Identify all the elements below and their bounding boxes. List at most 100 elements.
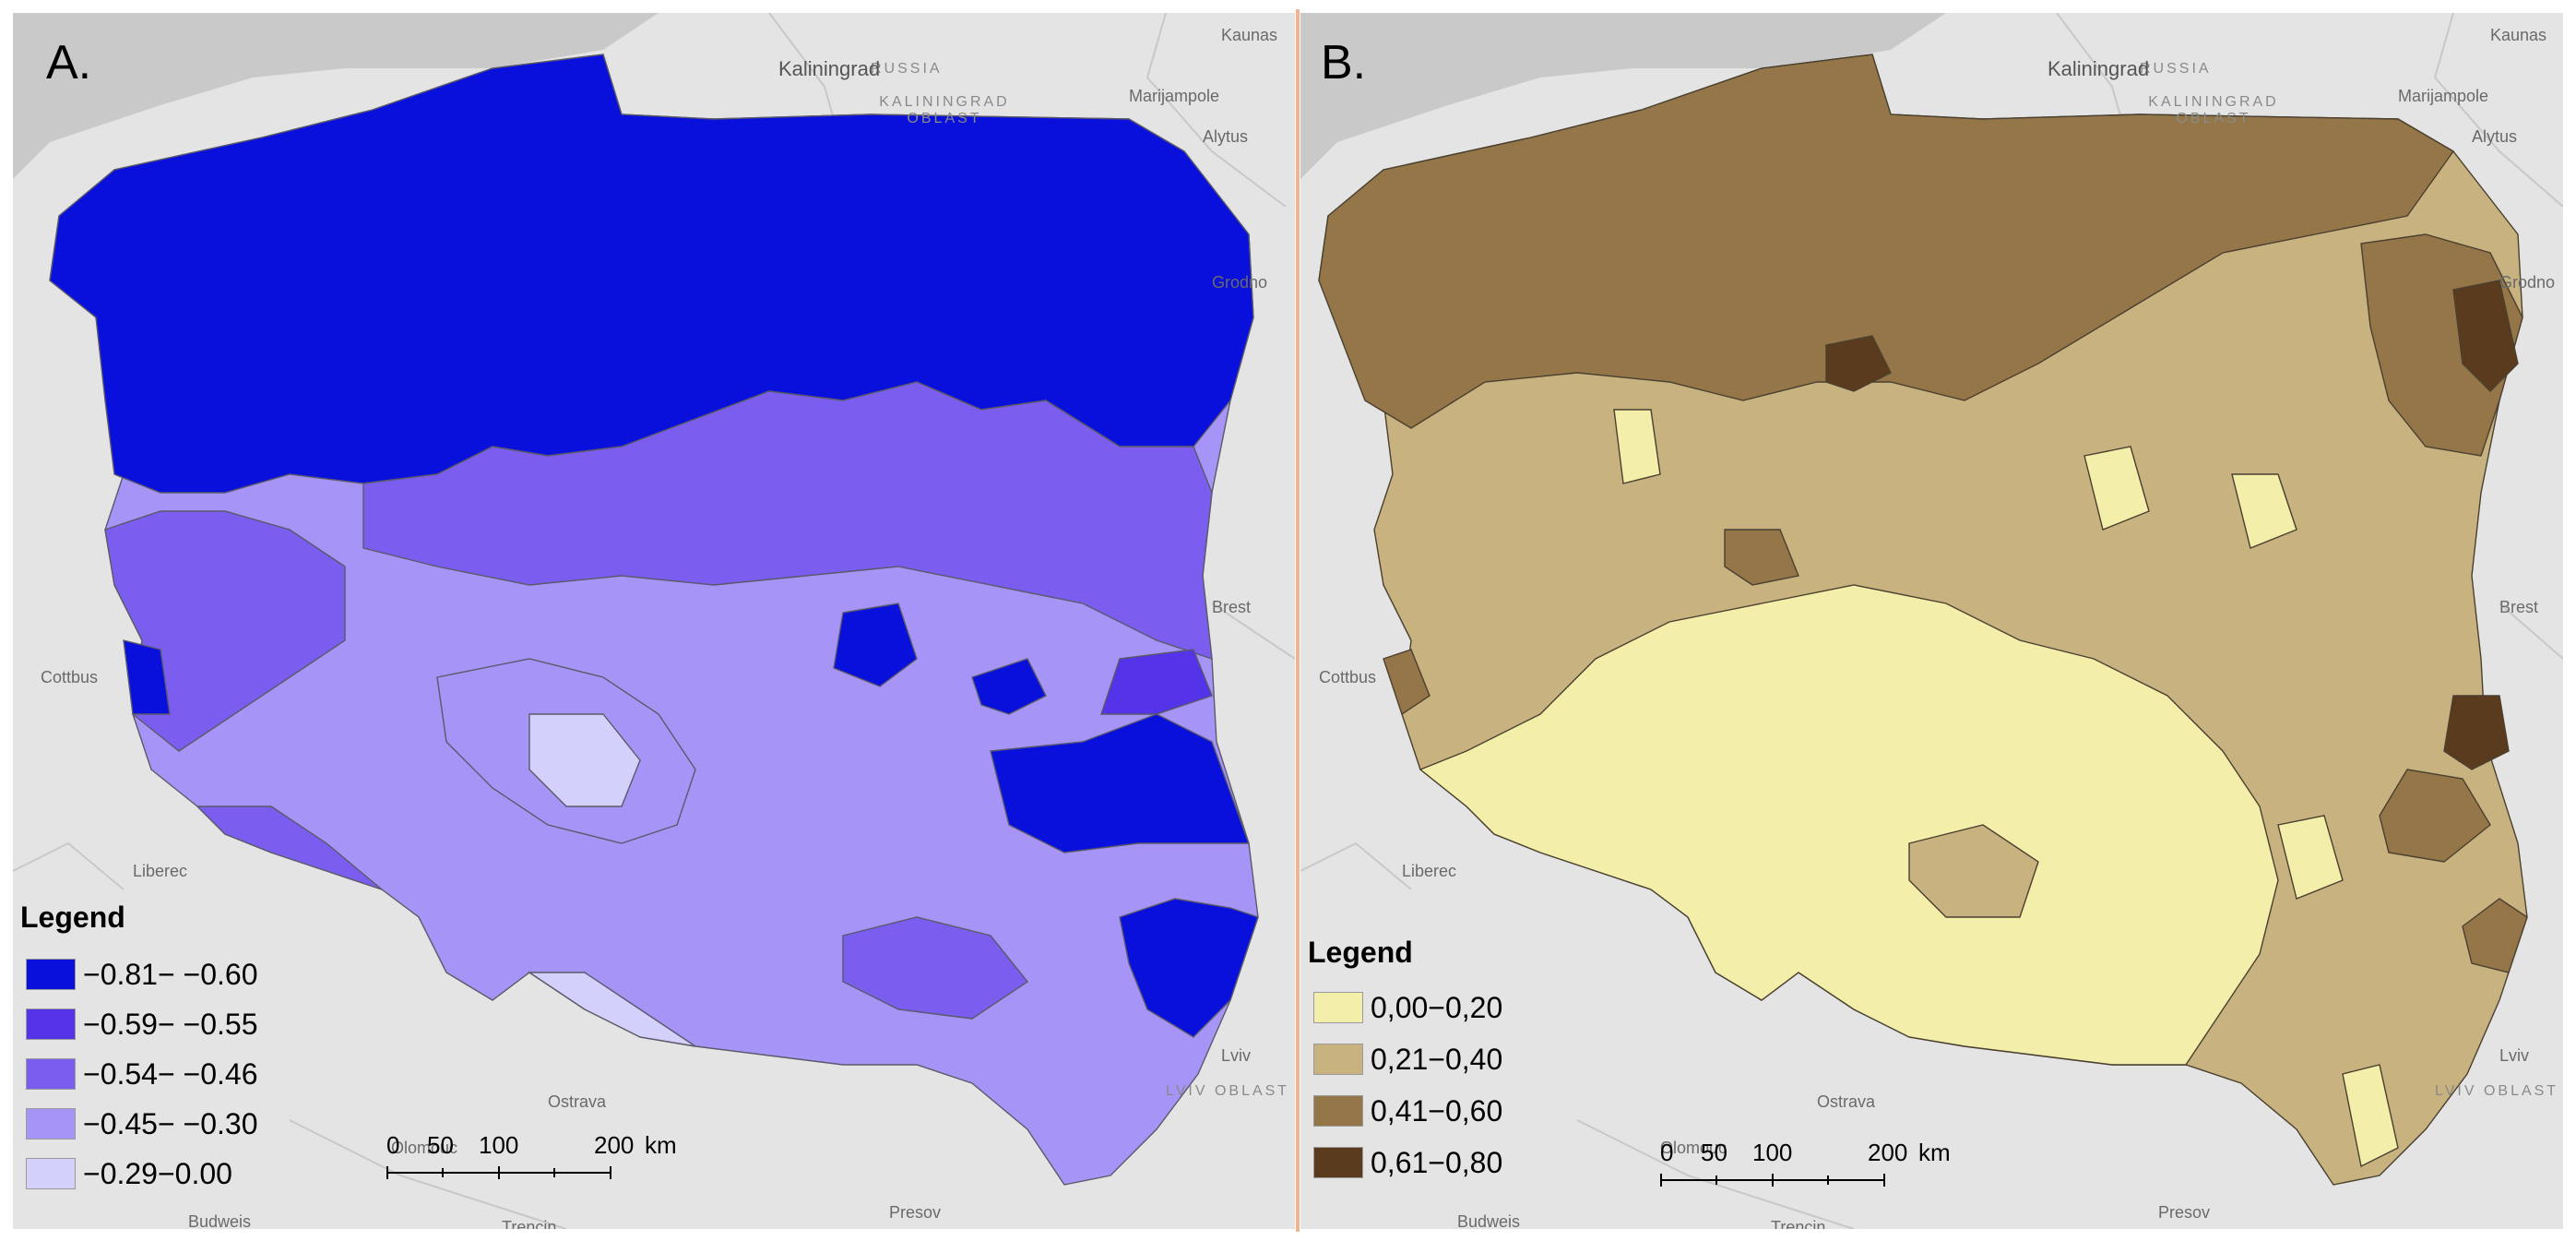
scale-tick-a-50: 50 (427, 1131, 454, 1159)
place-trencin-a: Trencin (502, 1218, 557, 1229)
scale-tick-b-100: 100 (1752, 1139, 1793, 1166)
region-central-pale-a (528, 713, 641, 807)
legend-item-b-3: 0,41−0,60 (1313, 1092, 1502, 1129)
legend-swatch-b-2 (1313, 1044, 1363, 1075)
place-liberec-b: Liberec (1402, 862, 1457, 880)
scale-numbers-b: 0 50 100 200 km (1660, 1139, 1951, 1166)
place-kaunas-a: Kaunas (1221, 26, 1278, 44)
place-brest-b: Brest (2499, 598, 2539, 616)
region-north-b (1318, 54, 2455, 429)
place-alytus-b: Alytus (2472, 127, 2518, 146)
place-alytus-a: Alytus (1203, 127, 1249, 146)
place-kaliningrad-b: Kaliningrad (2048, 57, 2150, 80)
place-lviv-oblast-b: LVIV OBLAST (2435, 1083, 2559, 1099)
legend-title-a: Legend (20, 901, 125, 934)
legend-label-b-3: 0,41−0,60 (1371, 1093, 1503, 1128)
place-presov-a: Presov (889, 1203, 942, 1222)
region-pale-e-b (2231, 473, 2297, 549)
legend-label-b-2: 0,21−0,40 (1371, 1042, 1503, 1076)
scale-bar-b: 0 50 100 200 km (1660, 1139, 1951, 1194)
place-presov-b: Presov (2158, 1203, 2211, 1222)
legend-item-b-1: 0,00−0,20 (1313, 989, 1502, 1026)
region-east-mid-a (1100, 649, 1213, 715)
scale-unit-a: km (645, 1131, 677, 1159)
place-kaliningrad-a: Kaliningrad (778, 57, 881, 80)
legend-label-a-5: −0.29−0.00 (83, 1156, 232, 1190)
region-mazovia-a (833, 603, 918, 687)
legend-label-b-4: 0,61−0,80 (1371, 1145, 1503, 1179)
place-lviv-a: Lviv (1221, 1046, 1252, 1065)
choropleth-b (1318, 54, 2528, 1186)
scale-line-b (1660, 1174, 1885, 1187)
legend-item-a-4: −0.45− −0.30 (26, 1105, 258, 1142)
region-pale-se-b (2277, 815, 2344, 900)
scale-tick-b-0: 0 (1660, 1139, 1674, 1166)
legend-item-a-5: −0.29−0.00 (26, 1155, 232, 1192)
legend-swatch-b-1 (1313, 992, 1363, 1023)
scale-bar-a: 0 50 100 200 km (386, 1131, 677, 1187)
place-cottbus-a: Cottbus (41, 668, 99, 686)
region-west-blue-a (123, 639, 171, 715)
scale-tick-a-0: 0 (386, 1131, 400, 1159)
region-south-mid-a (842, 916, 1029, 1020)
region-east-a2 (971, 658, 1047, 715)
legend-label-a-2: −0.59− −0.55 (83, 1007, 258, 1041)
legend-label-a-4: −0.45− −0.30 (83, 1106, 258, 1140)
place-lviv-b: Lviv (2499, 1046, 2530, 1065)
region-lodz-b (1724, 529, 1799, 586)
region-grodno-dark-b (2452, 280, 2519, 392)
legend-label-a-1: −0.81− −0.60 (83, 957, 258, 991)
legend-swatch-a-4 (26, 1108, 76, 1140)
baltic-sea (13, 13, 659, 179)
place-ostrava-b: Ostrava (1817, 1092, 1876, 1111)
region-sw-a (196, 805, 383, 890)
place-lviv-oblast-a: LVIV OBLAST (1166, 1083, 1290, 1099)
map-panel-a: A. RUSSIA Kaliningrad KALININGRAD OBLAST… (13, 13, 1295, 1229)
scale-tick-b-200: 200 (1868, 1139, 1908, 1166)
place-budweis-b: Budweis (1457, 1212, 1521, 1229)
region-south-pale-a (527, 972, 696, 1047)
scale-numbers-a: 0 50 100 200 km (386, 1131, 677, 1159)
legend-item-b-2: 0,21−0,40 (1313, 1041, 1502, 1078)
place-grodno-a: Grodno (1212, 273, 1268, 292)
map-b (1300, 13, 2563, 1229)
legend-item-b-4: 0,61−0,80 (1313, 1144, 1502, 1181)
legend-swatch-a-1 (26, 959, 76, 990)
region-east-blue-a (990, 713, 1250, 853)
region-pale-n1-b (1613, 409, 1661, 484)
place-cottbus-b: Cottbus (1319, 668, 1377, 686)
place-liberec-a: Liberec (133, 862, 188, 880)
scale-line-a (386, 1166, 611, 1179)
place-brest-a: Brest (1212, 598, 1252, 616)
region-east-dark-b (2443, 695, 2510, 770)
choropleth-a (49, 54, 1259, 1186)
panel-divider (1296, 9, 1300, 1232)
scale-tick-a-200: 200 (594, 1131, 635, 1159)
legend-b: Legend 0,00−0,20 0,21−0,40 0,41−0,60 0,6… (1300, 936, 1605, 1229)
scale-tick-b-50: 50 (1701, 1139, 1727, 1166)
place-trencin-b: Trencin (1771, 1218, 1826, 1229)
scale-tick-a-100: 100 (479, 1131, 519, 1159)
place-kaunas-b: Kaunas (2490, 26, 2547, 44)
legend-a: Legend −0.81− −0.60 −0.59− −0.55 −0.54− … (13, 901, 317, 1205)
place-marijampole-b: Marijampole (2398, 87, 2489, 105)
region-pale-sse-b (2342, 1064, 2399, 1168)
place-russia-b: RUSSIA (2140, 61, 2212, 77)
baltic-sea (1300, 13, 1946, 179)
place-ostrava-a: Ostrava (548, 1092, 607, 1111)
place-marijampole-a: Marijampole (1129, 87, 1220, 105)
place-kaliningrad-oblast-b: KALININGRAD OBLAST (2148, 94, 2279, 126)
region-north-mid-a (362, 381, 1213, 661)
panel-label-a: A. (46, 36, 92, 89)
region-pale-n2-b (2083, 446, 2150, 531)
region-southeast-mid-b (2379, 769, 2491, 863)
place-olomouc-b: Olomouc (1660, 1139, 1727, 1157)
map-a (13, 13, 1295, 1229)
place-grodno-b: Grodno (2499, 273, 2556, 292)
legend-swatch-a-5 (26, 1158, 76, 1189)
map-panel-b: B. RUSSIA Kaliningrad KALININGRAD OBLAST… (1300, 13, 2563, 1229)
region-se-corner-b (2462, 898, 2528, 973)
legend-title-b: Legend (1308, 936, 1413, 969)
legend-swatch-b-4 (1313, 1147, 1363, 1178)
legend-swatch-a-3 (26, 1058, 76, 1090)
